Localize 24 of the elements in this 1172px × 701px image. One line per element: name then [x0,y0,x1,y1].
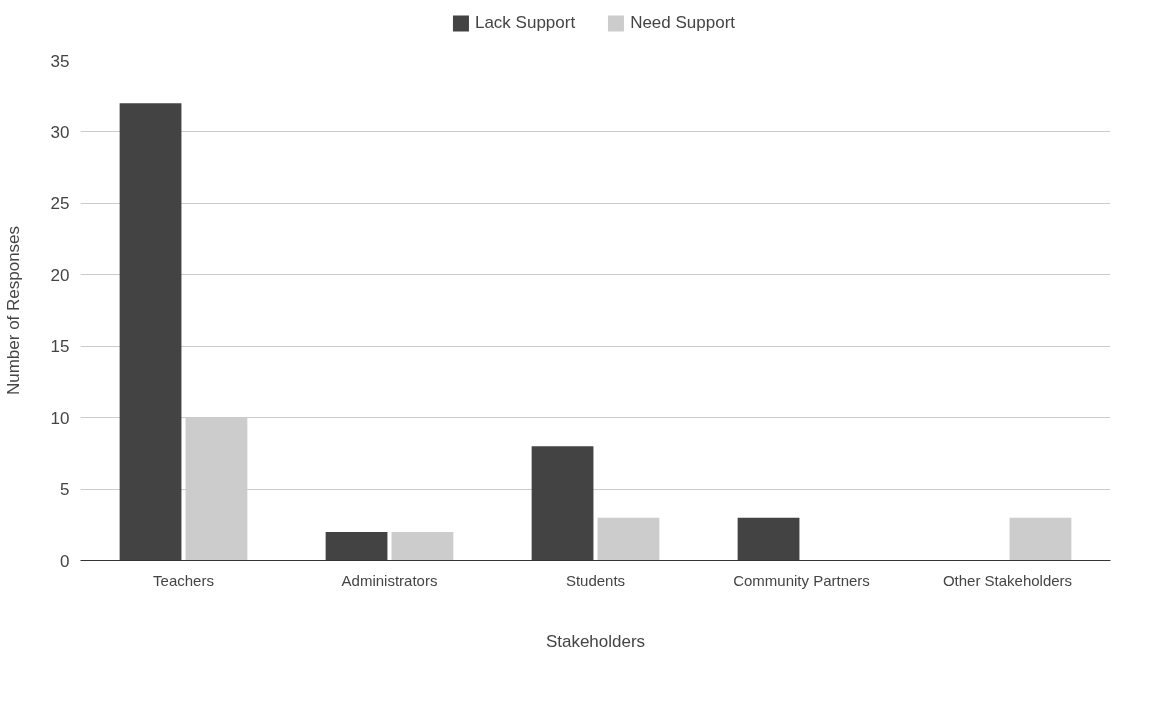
x-tick-label: Administrators [341,571,438,589]
bar [119,103,182,561]
y-tick-label: 25 [50,194,70,214]
legend-label: Lack Support [474,12,576,33]
y-tick-label: 15 [50,337,70,357]
y-tick-label: 20 [50,265,70,285]
bar [531,446,594,561]
x-tick-label: Teachers [153,571,214,589]
x-tick-label: Students [565,571,626,589]
y-tick-label: 30 [50,122,70,142]
legend-label: Need Support [630,12,736,33]
bar [737,517,800,561]
x-tick-label: Other Stakeholders [942,571,1073,589]
y-tick-label: 35 [50,51,70,71]
y-tick-label: 5 [60,480,70,500]
bar [1009,517,1072,561]
x-tick-label: Community Partners [733,571,870,589]
x-axis-title: Stakeholders [545,631,646,651]
y-tick-label: 10 [50,408,70,428]
bar [325,531,388,561]
bar [597,517,660,561]
y-axis-title: Number of Responses [3,225,23,396]
y-tick-label: 0 [60,551,70,571]
bar [391,531,454,561]
